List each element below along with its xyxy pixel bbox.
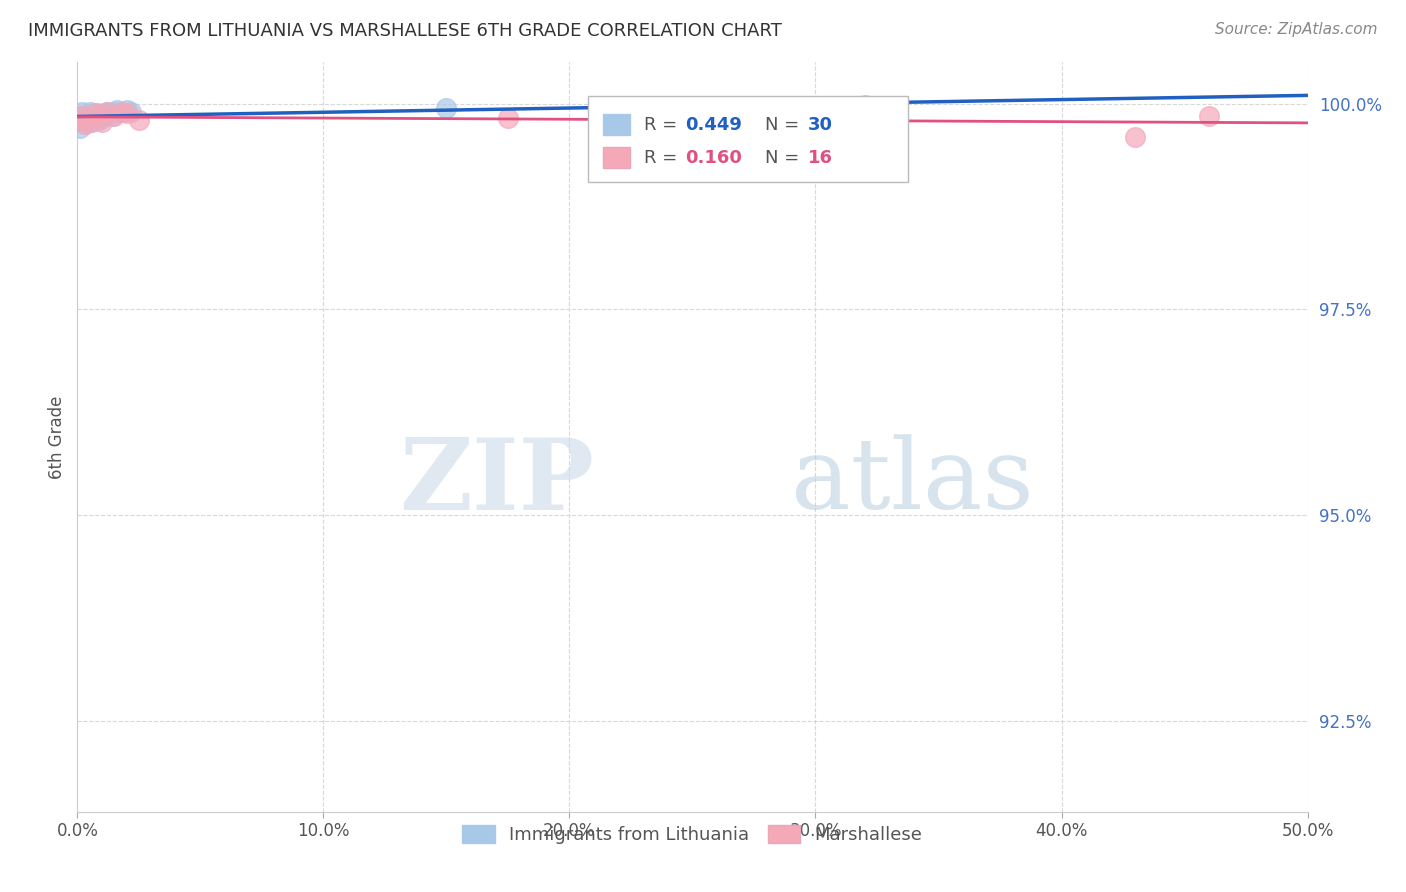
Point [86, 113, 108, 128]
Point [111, 104, 132, 119]
FancyBboxPatch shape [588, 96, 908, 182]
Point [70, 109, 93, 123]
Point [69, 109, 91, 123]
Point [115, 106, 138, 120]
Point [96, 104, 118, 119]
Point [82, 114, 104, 128]
Text: R =: R = [644, 116, 683, 134]
Point [83, 112, 105, 126]
Point [121, 104, 143, 119]
Text: IMMIGRANTS FROM LITHUANIA VS MARSHALLESE 6TH GRADE CORRELATION CHART: IMMIGRANTS FROM LITHUANIA VS MARSHALLESE… [28, 22, 782, 40]
Point [128, 113, 150, 128]
Point [96, 104, 118, 119]
Text: Source: ZipAtlas.com: Source: ZipAtlas.com [1215, 22, 1378, 37]
Point [115, 103, 138, 118]
Point [111, 104, 132, 119]
Point [76, 113, 98, 128]
Point [436, 101, 458, 115]
Point [101, 109, 124, 123]
Point [79, 114, 101, 128]
Point [89, 109, 111, 123]
Point [89, 109, 111, 123]
Point [98, 106, 121, 120]
Point [1198, 109, 1220, 123]
Point [1125, 129, 1147, 144]
Point [70, 104, 93, 119]
Point [804, 103, 827, 118]
Point [90, 114, 114, 128]
Y-axis label: 6th Grade: 6th Grade [48, 395, 66, 479]
Point [90, 109, 114, 123]
Text: 0.160: 0.160 [685, 149, 742, 167]
Point [853, 98, 876, 112]
Point [86, 106, 108, 120]
Text: R =: R = [644, 149, 683, 167]
Point [496, 112, 519, 126]
Text: N =: N = [765, 149, 806, 167]
Text: N =: N = [765, 116, 806, 134]
Point [90, 112, 114, 126]
Point [73, 117, 96, 131]
Point [73, 117, 96, 131]
Point [83, 109, 105, 123]
Point [76, 109, 98, 123]
Text: 16: 16 [808, 149, 834, 167]
Point [93, 106, 115, 120]
Text: ZIP: ZIP [399, 434, 595, 531]
Point [83, 106, 105, 120]
Point [69, 121, 91, 136]
Point [89, 113, 111, 128]
Point [73, 109, 96, 123]
Point [103, 104, 125, 119]
Bar [603, 114, 630, 135]
Point [79, 104, 101, 119]
Legend: Immigrants from Lithuania, Marshallese: Immigrants from Lithuania, Marshallese [456, 818, 929, 851]
Text: atlas: atlas [792, 434, 1033, 530]
Point [105, 103, 128, 118]
Bar [603, 147, 630, 168]
Point [79, 113, 101, 128]
Point [82, 109, 104, 123]
Point [69, 113, 91, 128]
Text: 0.449: 0.449 [685, 116, 742, 134]
Point [103, 109, 125, 123]
Text: 30: 30 [808, 116, 834, 134]
